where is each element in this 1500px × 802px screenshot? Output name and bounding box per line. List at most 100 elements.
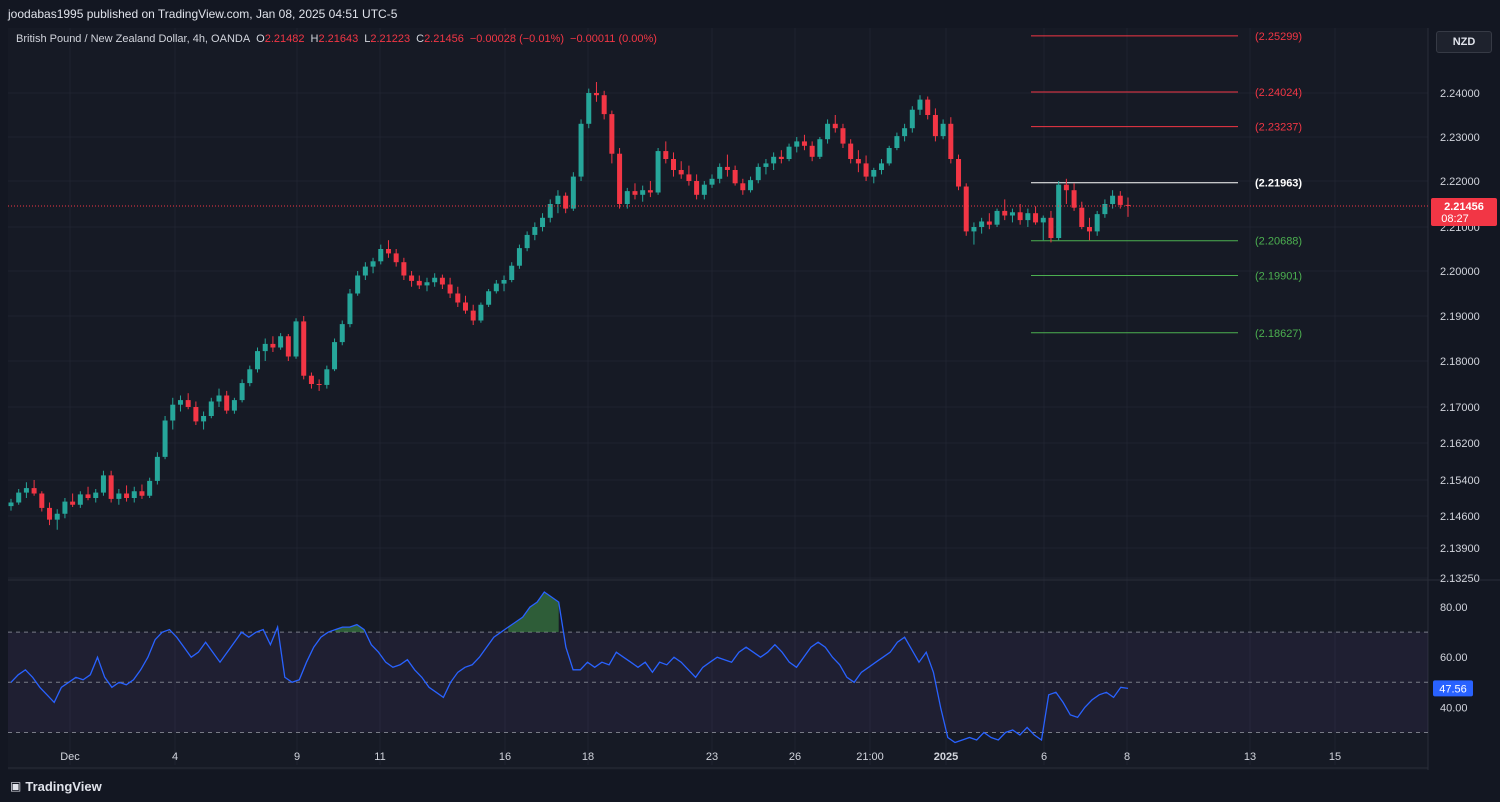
- legend-symbol: British Pound / New Zealand Dollar, 4h, …: [16, 33, 251, 45]
- candle-body: [878, 163, 884, 170]
- candle-body: [208, 401, 214, 416]
- footer-bar: ▣ TradingView: [0, 770, 1500, 802]
- candle-body: [1033, 213, 1039, 223]
- candle-body: [347, 293, 353, 325]
- price-tick-label: 2.24000: [1440, 88, 1480, 100]
- candle-body: [909, 109, 915, 129]
- legend-change: −0.00028 (−0.01%): [469, 33, 565, 45]
- candle-body: [717, 166, 723, 179]
- candle-body: [709, 178, 715, 185]
- candle-body: [516, 248, 522, 266]
- legend-open-key: O: [256, 33, 265, 45]
- price-tick-label: 2.17000: [1440, 402, 1480, 414]
- candle-body: [424, 282, 430, 286]
- candle-body: [894, 136, 900, 148]
- footer-brand[interactable]: TradingView: [25, 778, 102, 794]
- candle-body: [855, 159, 861, 164]
- candle-body: [124, 493, 130, 498]
- time-tick-label: 6: [1041, 751, 1047, 763]
- candle-body: [647, 190, 653, 193]
- last-price-label: 2.21456: [1444, 201, 1484, 213]
- candle-body: [609, 114, 615, 154]
- currency-button[interactable]: NZD: [1436, 31, 1492, 53]
- price-tick-label: 2.15400: [1440, 475, 1480, 487]
- candle-body: [1117, 195, 1123, 205]
- candle-body: [848, 143, 854, 159]
- candle-body: [809, 145, 815, 157]
- candle-body: [370, 261, 376, 267]
- candle-body: [840, 128, 846, 144]
- candle-body: [1086, 227, 1092, 232]
- candle-body: [832, 123, 838, 129]
- legend-open: 2.21482: [264, 33, 305, 45]
- level-label-resistance: (2.23237): [1255, 122, 1302, 134]
- candle-body: [1102, 204, 1108, 215]
- candle-body: [871, 170, 877, 177]
- candle-body: [93, 492, 99, 498]
- candle-body: [339, 324, 345, 343]
- candle-body: [940, 123, 946, 137]
- candle-body: [724, 166, 730, 170]
- candle-body: [540, 217, 546, 227]
- candle-body: [486, 291, 492, 305]
- candle-body: [763, 163, 769, 167]
- level-label-support: (2.20688): [1255, 236, 1302, 248]
- candle-body: [863, 163, 869, 177]
- candle-body: [362, 266, 368, 276]
- price-tick-label: 2.14600: [1440, 511, 1480, 523]
- candle-body: [593, 93, 599, 96]
- candle-body: [678, 170, 684, 175]
- level-label-support: (2.18627): [1255, 328, 1302, 340]
- candle-body: [355, 275, 361, 294]
- candle-body: [971, 227, 977, 232]
- candle-body: [301, 321, 307, 376]
- time-tick-label: 2025: [934, 751, 958, 763]
- tv-logo-icon: ▣: [10, 779, 22, 793]
- candle-body: [177, 400, 183, 405]
- candle-body: [116, 493, 122, 499]
- candle-body: [478, 304, 484, 321]
- candle-body: [555, 195, 561, 204]
- candle-body: [586, 93, 592, 124]
- candle-body: [439, 277, 445, 285]
- candle-body: [193, 407, 199, 422]
- price-tick-label: 2.13250: [1440, 573, 1480, 585]
- candle-body: [986, 221, 992, 225]
- price-tick-label: 2.16200: [1440, 438, 1480, 450]
- candle-body: [85, 494, 91, 498]
- candle-body: [640, 190, 646, 195]
- time-tick-label: 11: [374, 751, 385, 763]
- candle-body: [432, 277, 438, 283]
- publisher-bar: joodabas1995 published on TradingView.co…: [0, 0, 1500, 28]
- legend-close-key: C: [416, 33, 425, 45]
- candle-body: [1071, 190, 1077, 208]
- candle-body: [31, 488, 37, 494]
- rsi-overbought-fill: [335, 624, 365, 633]
- candle-body: [670, 159, 676, 170]
- candle-body: [801, 141, 807, 146]
- candle-body: [925, 99, 931, 115]
- legend-close: 2.21456: [424, 33, 464, 45]
- candle-body: [401, 262, 407, 276]
- chart-area[interactable]: [8, 28, 1428, 770]
- candle-body: [632, 191, 638, 195]
- candle-body: [23, 488, 29, 493]
- publisher-text: joodabas1995 published on TradingView.co…: [8, 7, 398, 21]
- rsi-last-tag: [1433, 680, 1473, 697]
- level-label-pivot: (2.21963): [1255, 178, 1302, 190]
- candle-body: [1094, 214, 1100, 232]
- candle-body: [917, 99, 923, 110]
- candle-body: [77, 494, 83, 505]
- candle-body: [278, 336, 284, 348]
- candle-body: [185, 400, 191, 407]
- candle-body: [231, 400, 237, 411]
- time-tick-label: 9: [294, 751, 300, 763]
- candle-body: [308, 375, 314, 384]
- candle-body: [509, 265, 515, 280]
- candle-body: [1056, 184, 1062, 238]
- candle-body: [786, 146, 792, 159]
- candle-body: [948, 123, 954, 159]
- time-tick-label: 13: [1244, 751, 1256, 763]
- level-label-resistance: (2.24024): [1255, 87, 1302, 99]
